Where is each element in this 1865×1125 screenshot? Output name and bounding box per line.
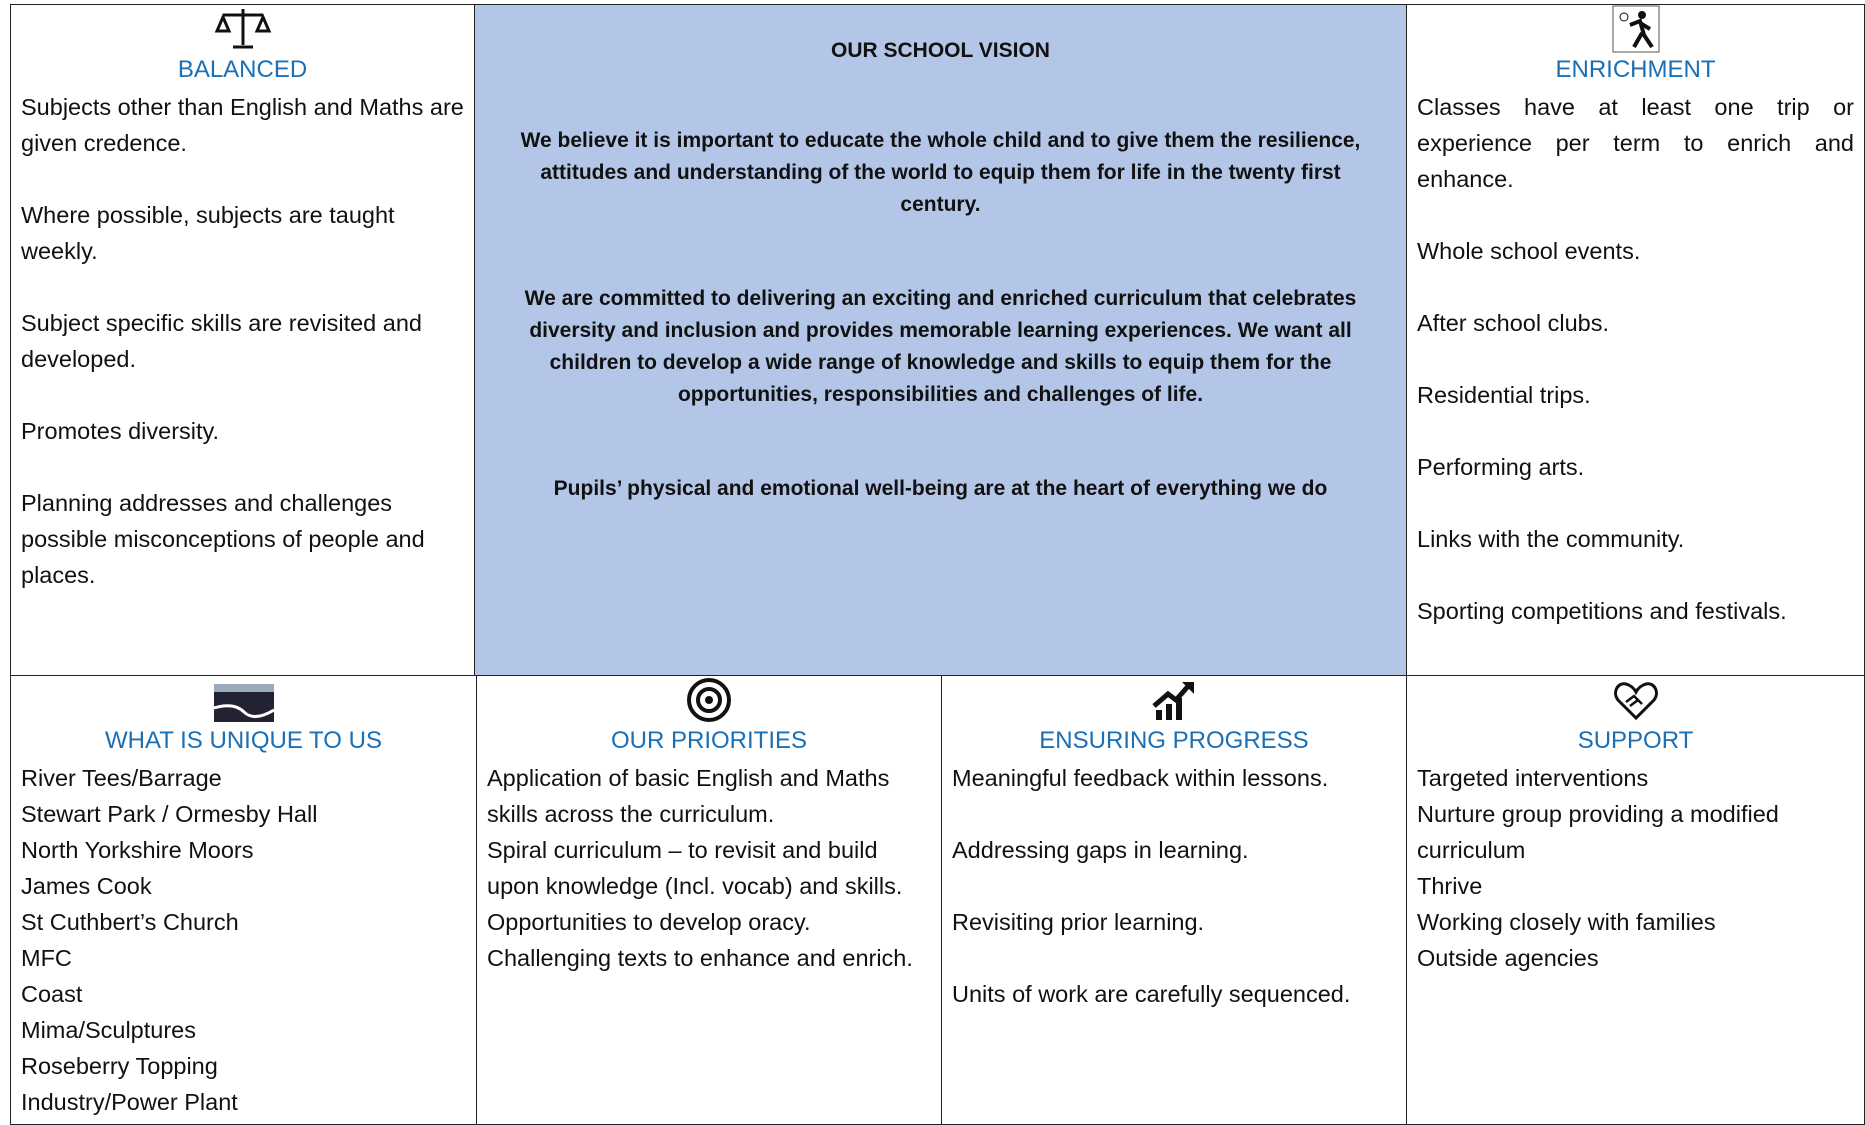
section-title: OUR PRIORITIES [610, 727, 808, 754]
item: Opportunities to develop oracy. [487, 909, 811, 935]
item: Promotes diversity. [21, 418, 220, 444]
item-list: Classes have at least one trip or experi… [1417, 89, 1854, 629]
section-title: ENRICHMENT [1555, 56, 1716, 83]
enrichment-cell: ENRICHMENT Classes have at least one tri… [1406, 4, 1865, 676]
item: Performing arts. [1417, 454, 1585, 480]
item: Links with the community. [1417, 526, 1685, 552]
item: Outside agencies [1417, 945, 1599, 971]
chart-icon [1152, 682, 1194, 720]
item: Pupils’ physical and emotional well-bein… [553, 477, 1328, 500]
item: MFC [21, 945, 72, 971]
progress-cell: ENSURING PROGRESS Meaningful feedback wi… [941, 675, 1407, 1125]
priorities-cell: OUR PRIORITIES Application of basic Engl… [476, 675, 942, 1125]
item: Thrive [1417, 873, 1483, 899]
item: Roseberry Topping [21, 1053, 218, 1079]
item: Where possible, subjects are taught week… [21, 202, 395, 264]
item: Challenging texts to enhance and enrich. [487, 945, 913, 971]
item: Spiral curriculum – to revisit and build… [487, 837, 903, 899]
item: We are committed to delivering an exciti… [524, 287, 1357, 406]
item: Stewart Park / Ormesby Hall [21, 801, 318, 827]
unique-cell: WHAT IS UNIQUE TO US River Tees/Barrage S… [10, 675, 477, 1125]
item-list: Meaningful feedback within lessons. Addre… [952, 760, 1396, 1012]
item: After school clubs. [1417, 310, 1610, 336]
landscape-icon [213, 684, 274, 722]
heart-hands-icon [1613, 682, 1658, 721]
item-list: Subjects other than English and Maths ar… [21, 89, 464, 593]
item: Coast [21, 981, 83, 1007]
item: Planning addresses and challenges possib… [21, 490, 425, 588]
section-title: SUPPORT [1577, 727, 1694, 754]
item-list: Targeted interventions Nurture group prov… [1417, 760, 1854, 976]
item: James Cook [21, 873, 152, 899]
item: Revisiting prior learning. [952, 909, 1205, 935]
scales-icon [214, 9, 271, 49]
item: Addressing gaps in learning. [952, 837, 1249, 863]
item: Residential trips. [1417, 382, 1591, 408]
item: Units of work are carefully sequenced. [952, 981, 1351, 1007]
item: Industry/Power Plant [21, 1089, 238, 1115]
item: Application of basic English and Maths s… [487, 765, 890, 827]
item: We believe it is important to educate th… [520, 129, 1361, 216]
item: Mima/Sculptures [21, 1017, 196, 1043]
item: Working closely with families [1417, 909, 1716, 935]
item: Sporting competitions and festivals. [1417, 598, 1787, 624]
item-list: River Tees/Barrage Stewart Park / Ormesby… [21, 760, 466, 1120]
item: River Tees/Barrage [21, 765, 222, 791]
item-list: Application of basic English and Maths s… [487, 760, 931, 976]
section-title: ENSURING PROGRESS [1039, 727, 1309, 754]
item: Targeted interventions [1417, 765, 1649, 791]
item: Meaningful feedback within lessons. [952, 765, 1329, 791]
support-cell: SUPPORT Targeted interventions Nurture gr… [1406, 675, 1865, 1125]
section-title: BALANCED [177, 56, 308, 83]
item: North Yorkshire Moors [21, 837, 254, 863]
section-title: WHAT IS UNIQUE TO US [105, 727, 382, 754]
item: Subject specific skills are revisited an… [21, 310, 422, 372]
sport-icon [1612, 5, 1659, 53]
vision-title: OUR SCHOOL VISION [831, 39, 1050, 62]
item: Nurture group providing a modified curri… [1417, 801, 1779, 863]
item: Whole school events. [1417, 238, 1641, 264]
item: St Cuthbert’s Church [21, 909, 239, 935]
item: Classes have at least one trip or experi… [1417, 94, 1854, 192]
vision-paragraphs: We believe it is important to educate th… [499, 125, 1382, 505]
target-icon [687, 678, 731, 722]
vision-cell: OUR SCHOOL VISION We believe it is impor… [474, 4, 1407, 676]
item: Subjects other than English and Maths ar… [21, 94, 464, 156]
balanced-cell: BALANCED Subjects other than English and… [10, 4, 475, 676]
